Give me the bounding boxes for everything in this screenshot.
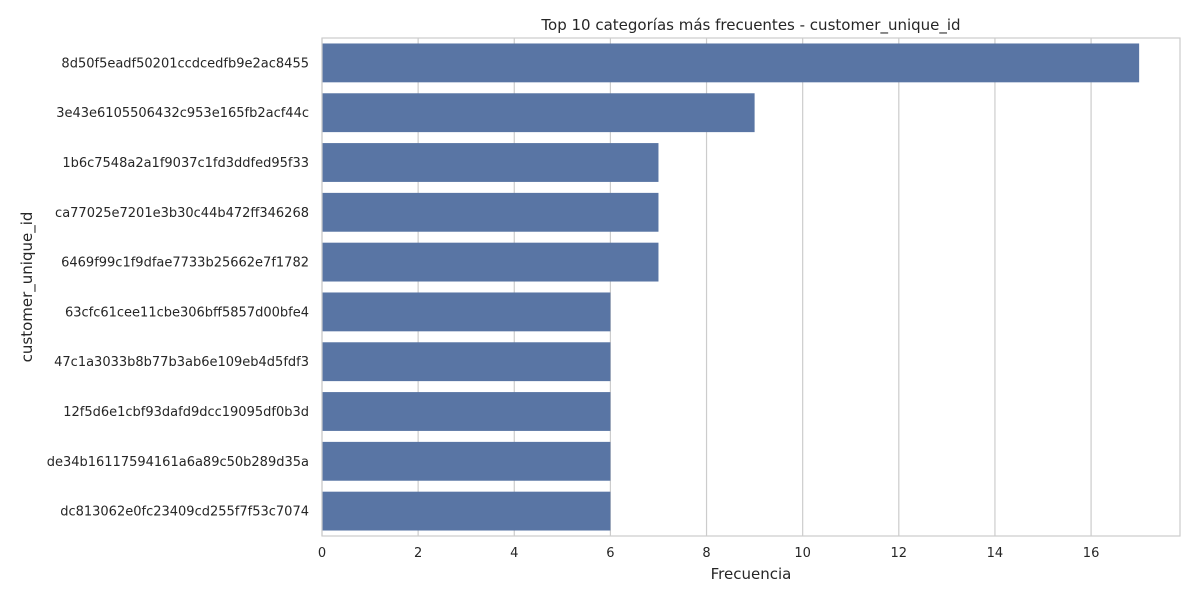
x-tick-label: 14 [987, 546, 1004, 561]
bar [322, 93, 755, 133]
x-tick-label: 4 [510, 546, 518, 561]
bar [322, 342, 611, 382]
x-tick-label: 8 [702, 546, 710, 561]
bars [322, 43, 1140, 531]
x-tick-label: 12 [891, 546, 908, 561]
x-tick-label: 0 [318, 546, 326, 561]
bar [322, 43, 1140, 83]
y-tick-label: ca77025e7201e3b30c44b472ff346268 [55, 206, 309, 221]
y-tick-label: 1b6c7548a2a1f9037c1fd3ddfed95f33 [62, 156, 309, 171]
bar [322, 192, 659, 232]
bar [322, 292, 611, 332]
bar [322, 491, 611, 531]
y-tick-label: 12f5d6e1cbf93dafd9dcc19095df0b3d [63, 405, 309, 420]
bar [322, 143, 659, 182]
y-tick-label: 6469f99c1f9dfae7733b25662e7f1782 [61, 256, 309, 271]
y-axis-label: customer_unique_id [18, 212, 37, 363]
x-tick-label: 6 [606, 546, 614, 561]
y-tick-label: 8d50f5eadf50201ccdcedfb9e2ac8455 [61, 56, 309, 71]
y-tick-label: dc813062e0fc23409cd255f7f53c7074 [60, 505, 309, 520]
x-tick-label: 16 [1083, 546, 1100, 561]
plot-frame [321, 37, 1181, 537]
bar [322, 441, 611, 481]
y-tick-label: 3e43e6105506432c953e165fb2acf44c [56, 106, 309, 121]
y-axis-ticks: 8d50f5eadf50201ccdcedfb9e2ac8455 3e43e610… [47, 56, 309, 519]
y-tick-label: 63cfc61cee11cbe306bff5857d00bfe4 [65, 305, 309, 320]
x-axis-label: Frecuencia [711, 565, 792, 583]
x-axis-ticks: 0 2 4 6 8 10 12 14 16 [318, 546, 1099, 561]
chart-title: Top 10 categorías más frecuentes - custo… [540, 16, 960, 35]
x-tick-label: 2 [414, 546, 422, 561]
bar [322, 242, 659, 282]
x-tick-label: 10 [794, 546, 811, 561]
y-tick-label: de34b16117594161a6a89c50b289d35a [47, 455, 309, 470]
y-tick-label: 47c1a3033b8b77b3ab6e109eb4d5fdf3 [54, 355, 309, 370]
bar [322, 392, 611, 431]
